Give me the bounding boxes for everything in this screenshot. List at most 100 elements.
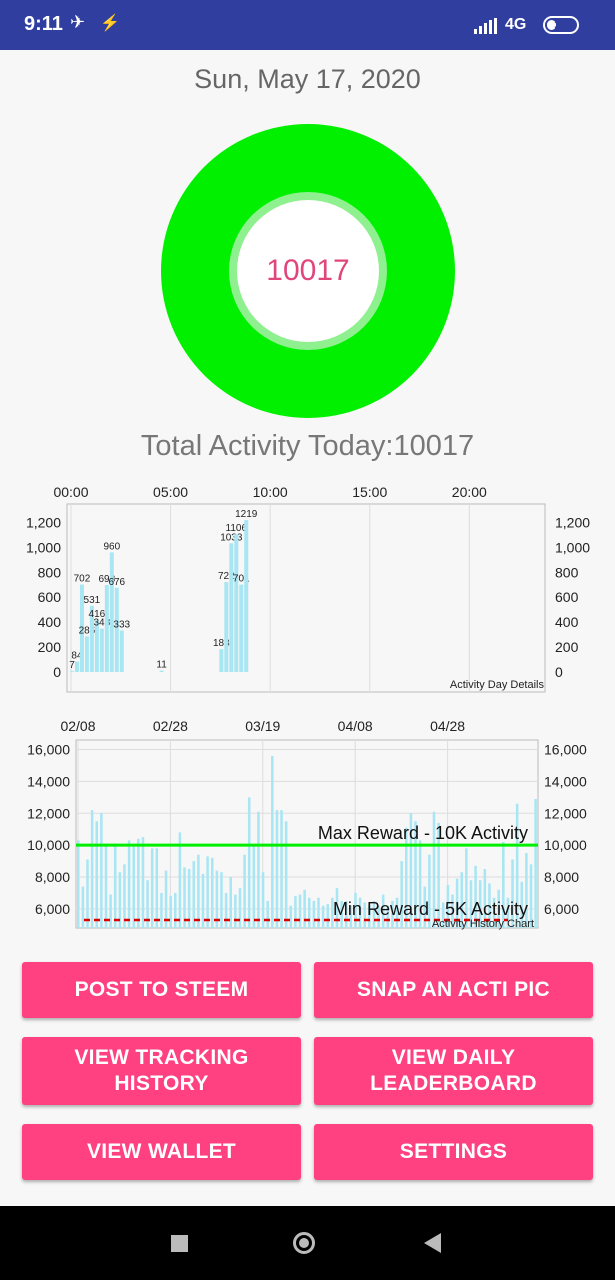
history-chart-y-tick-left: 6,000 bbox=[35, 901, 70, 917]
history-chart-bar bbox=[405, 827, 408, 928]
history-chart-bar bbox=[469, 880, 473, 928]
battery-level bbox=[547, 20, 556, 30]
view-tracking-history-button[interactable]: VIEW TRACKING HISTORY bbox=[22, 1037, 301, 1105]
day-chart-y-tick-left: 400 bbox=[38, 614, 62, 630]
day-chart-bar-label: 698 bbox=[98, 574, 115, 585]
battery-percent: 32 bbox=[554, 18, 568, 32]
day-chart-y-tick-left: 600 bbox=[38, 589, 62, 605]
day-chart-bar-label: 333 bbox=[113, 620, 130, 631]
history-chart-bar bbox=[502, 841, 505, 928]
history-chart-bar bbox=[174, 892, 177, 928]
view-daily-leaderboard-button[interactable]: VIEW DAILY LEADERBOARD bbox=[314, 1037, 593, 1105]
back-icon[interactable] bbox=[424, 1233, 441, 1253]
history-chart-bar bbox=[294, 896, 297, 928]
history-chart-bar bbox=[118, 872, 122, 928]
history-chart-bar bbox=[377, 905, 380, 928]
history-chart-bar bbox=[303, 889, 306, 928]
history-chart-bar bbox=[224, 892, 228, 928]
day-chart-svg: 00:00 05:00 10:00 15:00 20:00 0 0 200 200 400 400 6… bbox=[26, 484, 590, 693]
day-chart-x-tick: 05:00 bbox=[153, 484, 188, 500]
history-chart-bar bbox=[423, 886, 427, 928]
history-chart-bar bbox=[460, 872, 464, 928]
history-chart-bar bbox=[363, 902, 366, 928]
day-chart-bar bbox=[159, 670, 164, 672]
history-chart-bar bbox=[326, 904, 330, 928]
history-chart-bar bbox=[372, 900, 376, 928]
view-wallet-button[interactable]: VIEW WALLET bbox=[22, 1124, 301, 1180]
day-chart-y-tick-right: 1,200 bbox=[555, 514, 590, 530]
history-chart-bar bbox=[238, 888, 242, 928]
history-chart-bar bbox=[492, 897, 496, 928]
history-chart-bar bbox=[234, 894, 237, 928]
history-chart-bar bbox=[298, 894, 302, 928]
day-chart-bar-label: 11 bbox=[156, 660, 167, 671]
history-chart-bar bbox=[525, 853, 528, 928]
history-chart-bar bbox=[210, 857, 214, 928]
day-chart-bar bbox=[109, 552, 114, 672]
history-chart-bar bbox=[252, 845, 256, 928]
day-chart-bar-label: 531 bbox=[84, 595, 101, 606]
history-chart-bar bbox=[77, 840, 80, 928]
post-to-steem-button[interactable]: POST TO STEEM bbox=[22, 962, 301, 1018]
home-icon[interactable] bbox=[293, 1232, 315, 1254]
status-bar: 9:11 ✈ ⚡ 4G 32 bbox=[0, 0, 615, 50]
history-chart-bar bbox=[437, 822, 440, 928]
history-chart-bar bbox=[141, 837, 145, 928]
history-chart-bar bbox=[146, 880, 149, 928]
day-chart-bar-label: 1106 bbox=[226, 523, 248, 534]
status-time: 9:11 bbox=[24, 13, 63, 35]
history-chart-bar bbox=[349, 905, 353, 928]
activity-history-chart: 02/08 02/28 03/19 04/08 04/28 6,000 6,000 8,000… bbox=[0, 712, 615, 934]
day-chart-bar bbox=[224, 582, 229, 672]
history-chart-bar bbox=[335, 888, 339, 928]
history-chart-bar bbox=[127, 840, 131, 928]
history-chart-svg: 02/08 02/28 03/19 04/08 04/28 6,000 6,000 8,000… bbox=[27, 718, 587, 930]
day-chart-frame bbox=[66, 503, 546, 693]
date-label: Sun, May 17, 2020 bbox=[194, 64, 421, 94]
day-chart-bar bbox=[234, 534, 239, 672]
history-chart-bar bbox=[354, 892, 357, 928]
history-chart-bar bbox=[100, 813, 103, 928]
history-chart-bar bbox=[381, 894, 385, 928]
day-chart-y-tick-left: 1,200 bbox=[26, 514, 61, 530]
history-chart-bar bbox=[229, 877, 233, 928]
history-chart-bar bbox=[104, 843, 108, 928]
history-chart-y-tick-left: 16,000 bbox=[27, 742, 70, 758]
recent-apps-icon[interactable] bbox=[171, 1235, 188, 1252]
battery-icon: 32 bbox=[543, 16, 579, 34]
history-chart-bar bbox=[160, 892, 163, 928]
day-chart-bar-label: 84 bbox=[71, 651, 83, 662]
history-chart-bar bbox=[164, 870, 168, 928]
history-chart-bar bbox=[446, 884, 450, 928]
day-chart-bar-label: 183 bbox=[213, 638, 230, 649]
day-chart-x-tick: 10:00 bbox=[253, 484, 288, 500]
history-chart-bar bbox=[358, 897, 362, 928]
history-chart-bar bbox=[340, 900, 343, 928]
history-chart-bar bbox=[187, 869, 191, 928]
day-chart-description: Activity Day Details bbox=[450, 679, 545, 691]
day-chart-bar-label: 348 bbox=[94, 618, 111, 629]
day-chart-y-tick-right: 200 bbox=[555, 639, 579, 655]
day-chart-bar-label: 960 bbox=[103, 541, 120, 552]
history-chart-description: Activity History Chart bbox=[432, 918, 534, 930]
history-chart-bar bbox=[81, 886, 85, 928]
history-chart-bar bbox=[451, 894, 454, 928]
settings-button[interactable]: SETTINGS bbox=[314, 1124, 593, 1180]
history-chart-bar bbox=[137, 838, 140, 928]
total-activity-label: Total Activity Today:10017 bbox=[140, 430, 475, 462]
history-chart-bar bbox=[271, 755, 274, 928]
day-chart-bar bbox=[219, 649, 224, 672]
day-chart-bar bbox=[84, 636, 89, 672]
history-chart-bar bbox=[455, 878, 459, 928]
history-chart-bar bbox=[317, 897, 320, 928]
history-chart-y-tick-left: 14,000 bbox=[27, 773, 70, 789]
history-chart-bar bbox=[183, 867, 186, 928]
day-chart-bar-label: 7 bbox=[69, 660, 75, 671]
history-chart-bar bbox=[243, 854, 246, 928]
history-chart-bar bbox=[280, 810, 283, 928]
day-chart-bar-label: 1219 bbox=[235, 509, 258, 520]
history-chart-bar bbox=[520, 881, 524, 928]
day-chart-bar bbox=[239, 584, 244, 672]
day-chart-y-tick-left: 800 bbox=[38, 564, 62, 580]
snap-acti-pic-button[interactable]: SNAP AN ACTI PIC bbox=[314, 962, 593, 1018]
